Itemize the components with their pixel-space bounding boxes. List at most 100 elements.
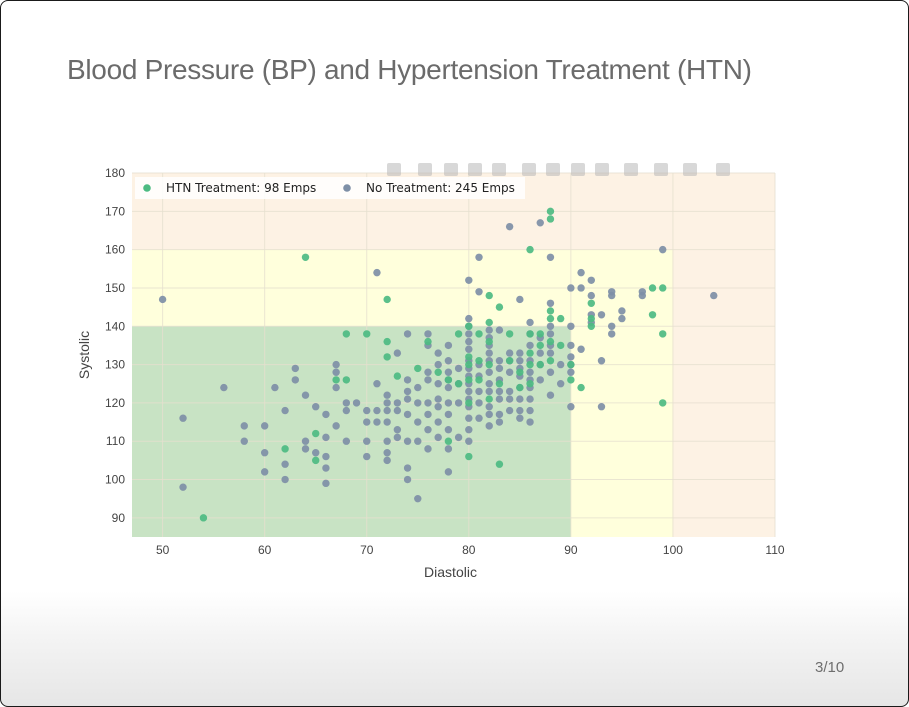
data-point[interactable] (240, 437, 248, 445)
data-point[interactable] (240, 422, 248, 430)
data-point[interactable] (526, 245, 534, 254)
legend-marker[interactable] (343, 184, 351, 192)
data-point[interactable] (475, 387, 483, 396)
data-point[interactable] (403, 330, 412, 338)
data-point[interactable] (312, 449, 320, 457)
data-point[interactable] (434, 360, 442, 369)
data-point[interactable] (414, 383, 422, 392)
data-point[interactable] (454, 380, 463, 388)
data-point[interactable] (607, 291, 616, 300)
data-point[interactable] (383, 399, 391, 407)
data-point[interactable] (607, 330, 616, 338)
data-point[interactable] (363, 330, 371, 338)
data-point[interactable] (587, 299, 595, 307)
data-point[interactable] (485, 395, 493, 403)
data-point[interactable] (444, 445, 453, 453)
data-point[interactable] (495, 395, 504, 403)
data-point[interactable] (526, 368, 534, 376)
data-point[interactable] (312, 456, 320, 465)
data-point[interactable] (424, 376, 432, 384)
data-point[interactable] (424, 410, 432, 419)
data-point[interactable] (179, 483, 187, 491)
data-point[interactable] (465, 322, 473, 330)
data-point[interactable] (505, 357, 514, 365)
reset-axes-icon[interactable] (595, 163, 609, 176)
data-point[interactable] (414, 399, 422, 407)
data-point[interactable] (567, 322, 575, 330)
data-point[interactable] (332, 422, 340, 430)
data-point[interactable] (322, 433, 330, 442)
data-point[interactable] (434, 403, 442, 411)
data-point[interactable] (485, 326, 493, 334)
data-point[interactable] (567, 368, 575, 376)
data-point[interactable] (393, 372, 402, 380)
data-point[interactable] (485, 387, 493, 396)
data-point[interactable] (363, 418, 371, 426)
zoom-in-icon[interactable] (522, 163, 536, 176)
data-point[interactable] (587, 291, 595, 300)
data-point[interactable] (158, 295, 167, 304)
data-point[interactable] (546, 349, 555, 357)
data-point[interactable] (526, 349, 534, 357)
data-point[interactable] (536, 360, 544, 369)
data-point[interactable] (546, 357, 555, 365)
data-point[interactable] (434, 349, 442, 357)
data-point[interactable] (342, 399, 351, 407)
data-point[interactable] (414, 494, 422, 503)
data-point[interactable] (322, 410, 330, 419)
legend-marker[interactable] (143, 184, 151, 192)
data-point[interactable] (383, 353, 391, 361)
data-point[interactable] (444, 437, 453, 445)
data-point[interactable] (485, 337, 493, 346)
data-point[interactable] (516, 357, 524, 365)
data-point[interactable] (260, 468, 269, 476)
data-point[interactable] (546, 314, 555, 323)
data-point[interactable] (179, 414, 187, 422)
data-point[interactable] (383, 437, 391, 445)
data-point[interactable] (475, 288, 483, 296)
data-point[interactable] (577, 284, 585, 292)
data-point[interactable] (403, 387, 412, 396)
data-point[interactable] (546, 253, 555, 261)
data-point[interactable] (475, 357, 483, 365)
data-point[interactable] (567, 360, 575, 369)
data-point[interactable] (505, 406, 514, 415)
data-point[interactable] (526, 318, 534, 327)
data-point[interactable] (505, 368, 514, 376)
data-point[interactable] (383, 337, 391, 346)
data-point[interactable] (505, 387, 514, 396)
data-point[interactable] (659, 245, 667, 254)
data-point[interactable] (556, 341, 565, 350)
data-point[interactable] (373, 406, 381, 415)
data-point[interactable] (291, 376, 300, 384)
data-point[interactable] (495, 380, 504, 388)
data-point[interactable] (495, 326, 504, 334)
data-point[interactable] (495, 303, 504, 311)
data-point[interactable] (434, 380, 442, 388)
data-point[interactable] (444, 426, 453, 434)
data-point[interactable] (424, 445, 432, 453)
data-point[interactable] (393, 349, 402, 357)
data-point[interactable] (607, 322, 616, 330)
data-point[interactable] (434, 433, 442, 442)
data-point[interactable] (465, 353, 473, 361)
data-point[interactable] (434, 418, 442, 426)
data-point[interactable] (505, 395, 514, 403)
data-point[interactable] (260, 449, 269, 457)
data-point[interactable] (546, 207, 555, 216)
data-point[interactable] (383, 456, 391, 465)
data-point[interactable] (526, 380, 534, 388)
data-point[interactable] (301, 445, 310, 453)
data-point[interactable] (597, 357, 606, 365)
data-point[interactable] (403, 395, 412, 403)
data-point[interactable] (485, 318, 493, 327)
data-point[interactable] (342, 406, 351, 415)
data-point[interactable] (638, 291, 647, 300)
hover-closest-icon[interactable] (654, 163, 668, 176)
data-point[interactable] (516, 395, 524, 403)
data-point[interactable] (454, 330, 463, 338)
data-point[interactable] (393, 406, 402, 415)
data-point[interactable] (710, 291, 718, 300)
data-point[interactable] (414, 364, 422, 373)
